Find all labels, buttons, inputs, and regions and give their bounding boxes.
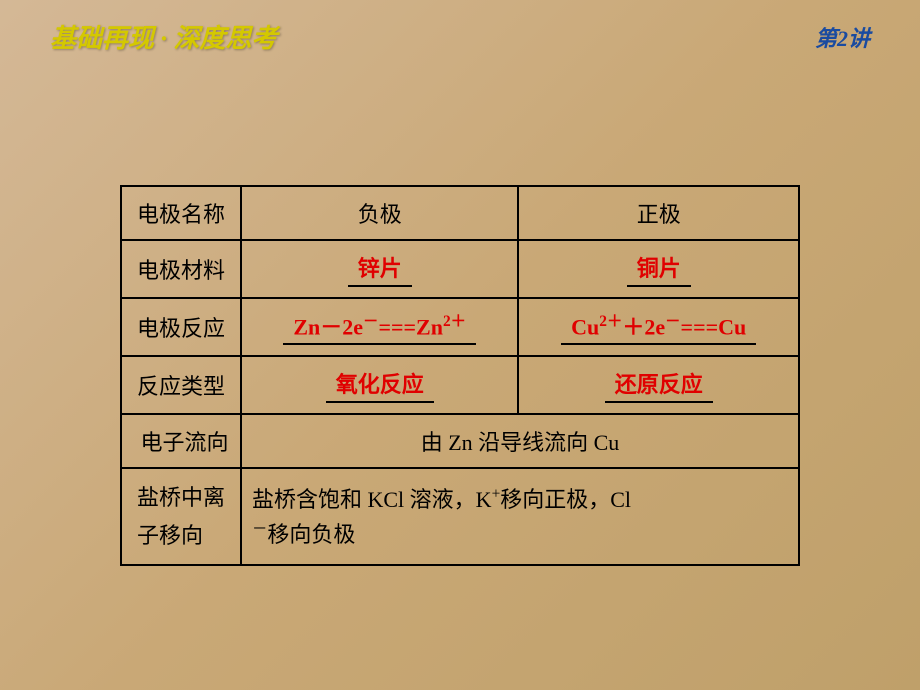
cell-pos-reaction: Cu2＋＋2e－===Cu bbox=[518, 298, 799, 356]
cell-pospole-header: 正极 bbox=[518, 186, 799, 240]
table-row-reaction: 电极反应 Zn－2e－===Zn2＋ Cu2＋＋2e－===Cu bbox=[121, 298, 799, 356]
slide-header: 基础再现 · 深度思考 第2讲 bbox=[0, 0, 920, 65]
cell-neg-material: 锌片 bbox=[241, 240, 518, 298]
table-container: 电极名称 负极 正极 电极材料 锌片 铜片 电极反应 Zn－2e－===Zn2＋… bbox=[120, 185, 800, 566]
neg-material-value: 锌片 bbox=[348, 251, 412, 287]
neg-type-value: 氧化反应 bbox=[326, 367, 434, 403]
pos-type-value: 还原反应 bbox=[605, 367, 713, 403]
cell-pos-material: 铜片 bbox=[518, 240, 799, 298]
cell-label-name: 电极名称 bbox=[121, 186, 241, 240]
cell-eflow-value: 由 Zn 沿导线流向 Cu bbox=[241, 414, 799, 468]
table-row-type: 反应类型 氧化反应 还原反应 bbox=[121, 356, 799, 414]
header-title: 基础再现 · 深度思考 bbox=[50, 18, 278, 55]
cell-pos-type: 还原反应 bbox=[518, 356, 799, 414]
cell-label-type: 反应类型 bbox=[121, 356, 241, 414]
table-row-eflow: 电子流向 由 Zn 沿导线流向 Cu bbox=[121, 414, 799, 468]
electrode-table: 电极名称 负极 正极 电极材料 锌片 铜片 电极反应 Zn－2e－===Zn2＋… bbox=[120, 185, 800, 566]
neg-reaction-value: Zn－2e－===Zn2＋ bbox=[283, 309, 476, 345]
cell-neg-reaction: Zn－2e－===Zn2＋ bbox=[241, 298, 518, 356]
cell-negpole-header: 负极 bbox=[241, 186, 518, 240]
table-row-saltbridge: 盐桥中离子移向 盐桥含饱和 KCl 溶液，K+移向正极，Cl－移向负极 bbox=[121, 468, 799, 565]
header-lecture: 第2讲 bbox=[815, 21, 870, 53]
pos-material-value: 铜片 bbox=[627, 251, 691, 287]
cell-label-saltbridge: 盐桥中离子移向 bbox=[121, 468, 241, 565]
cell-saltbridge-value: 盐桥含饱和 KCl 溶液，K+移向正极，Cl－移向负极 bbox=[241, 468, 799, 565]
pos-reaction-value: Cu2＋＋2e－===Cu bbox=[561, 309, 756, 345]
cell-label-reaction: 电极反应 bbox=[121, 298, 241, 356]
table-row-material: 电极材料 锌片 铜片 bbox=[121, 240, 799, 298]
cell-neg-type: 氧化反应 bbox=[241, 356, 518, 414]
cell-label-material: 电极材料 bbox=[121, 240, 241, 298]
cell-label-eflow: 电子流向 bbox=[121, 414, 241, 468]
table-row-header: 电极名称 负极 正极 bbox=[121, 186, 799, 240]
